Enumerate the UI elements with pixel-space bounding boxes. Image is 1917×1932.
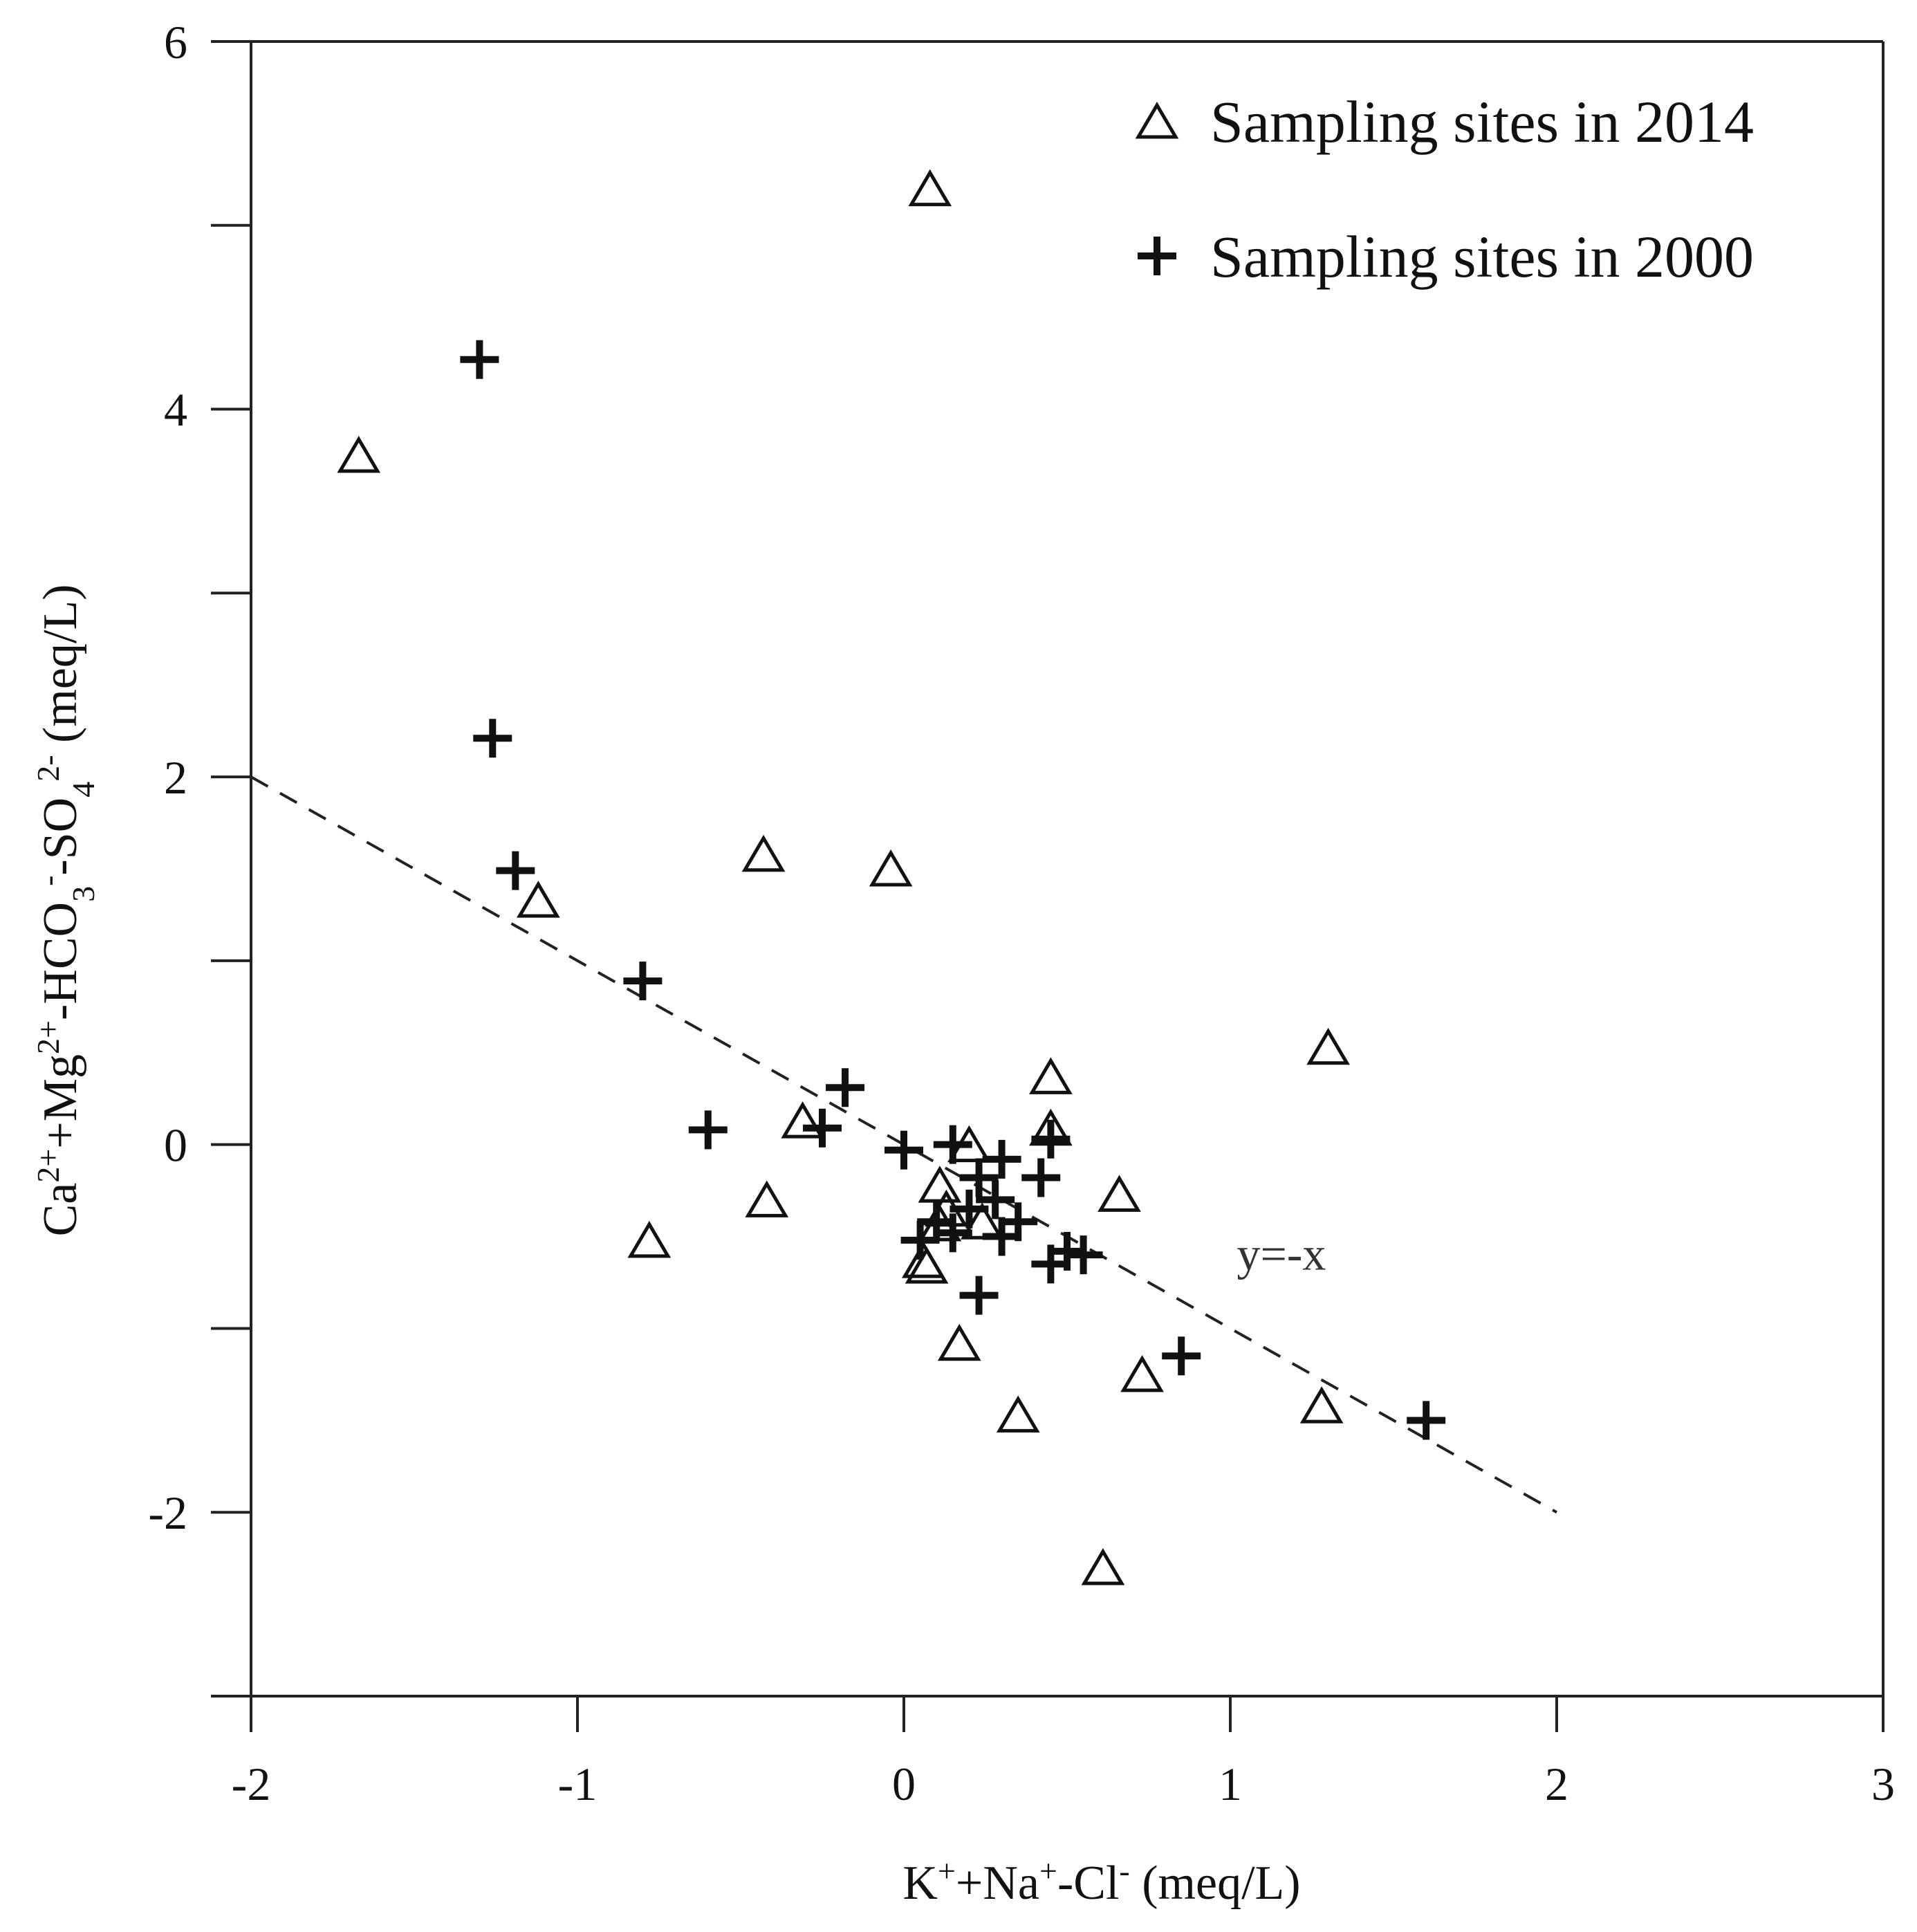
data-point-2014 [1081,1548,1125,1585]
data-point-2000 [976,1180,1015,1220]
data-point-2014 [960,1202,1004,1240]
data-point-2000 [473,719,512,758]
data-point-2014 [1299,1386,1344,1424]
y-tick-label: 0 [164,1119,187,1172]
data-point-2014 [905,1246,949,1284]
x-tick-label: 0 [892,1758,916,1810]
legend-marker-2014 [1135,102,1179,139]
series-2 [460,340,1446,1440]
data-point-2000 [885,1130,923,1170]
data-point-2000 [460,340,499,379]
data-point-layer [337,169,1446,1585]
data-point-2000 [826,1068,865,1107]
axis-labels-layer: K++Na+-Cl- (meq/L) Ca2++Mg2+-HCO3--SO42- … [30,585,1301,1910]
data-point-2014 [869,849,913,887]
data-point-2000 [933,1213,972,1253]
y-axis-title: Ca2++Mg2+-HCO3--SO42- (meq/L) [30,585,101,1237]
x-tick-label: -2 [232,1758,271,1810]
data-point-2014 [741,834,786,872]
y-tick-label: 6 [164,16,187,68]
legend-label-1: Sampling sites in 2014 [1210,89,1754,155]
data-point-2000 [623,962,663,1001]
data-point-2014 [1098,1175,1141,1212]
data-point-2000 [982,1217,1021,1256]
data-point-2014 [745,1180,789,1217]
legend: Sampling sites in 2014 Sampling sites in … [1135,89,1754,290]
data-point-2000 [1031,1244,1071,1284]
data-point-2014 [1120,1354,1164,1392]
series-1 [337,169,1350,1585]
data-point-2014 [1029,1057,1073,1094]
data-point-2000 [959,1276,999,1315]
y-tick-label: -2 [148,1487,187,1539]
data-point-2000 [1407,1401,1446,1440]
x-tick-label: -1 [558,1758,598,1810]
reference-line-label: y=-x [1237,1227,1326,1280]
data-point-2000 [688,1110,728,1150]
legend-marker-2000 [1138,237,1176,275]
x-tick-label: 2 [1545,1758,1568,1810]
data-point-2000 [959,1158,999,1197]
data-point-2014 [516,881,560,918]
data-point-2014 [918,1166,962,1203]
x-axis-title: K++Na+-Cl- (meq/L) [902,1853,1300,1911]
data-point-2014 [937,1323,981,1361]
x-tick-label: 3 [1871,1758,1895,1810]
data-point-2000 [982,1139,1021,1179]
legend-label-2: Sampling sites in 2000 [1210,223,1754,290]
data-point-2000 [496,851,535,890]
y-tick-label: 2 [164,751,187,804]
data-point-2000 [803,1108,842,1148]
data-point-2000 [950,1189,989,1229]
data-point-2014 [337,436,381,473]
data-point-2000 [1021,1158,1061,1197]
data-point-2014 [781,1101,825,1139]
data-point-2014 [996,1395,1040,1433]
x-tick-label: 1 [1219,1758,1242,1810]
data-point-2000 [933,1125,972,1164]
data-point-2000 [900,1220,940,1260]
axes-layer: -2 -1 0 1 2 3 -2 0 2 4 6 [148,16,1895,1810]
data-point-2000 [1064,1235,1103,1275]
data-point-2014 [627,1220,672,1258]
y-tick-label: 4 [164,384,187,436]
data-point-2000 [1031,1119,1071,1159]
data-point-2000 [1162,1336,1201,1376]
data-point-2014 [908,169,952,207]
data-point-2014 [1306,1027,1350,1065]
